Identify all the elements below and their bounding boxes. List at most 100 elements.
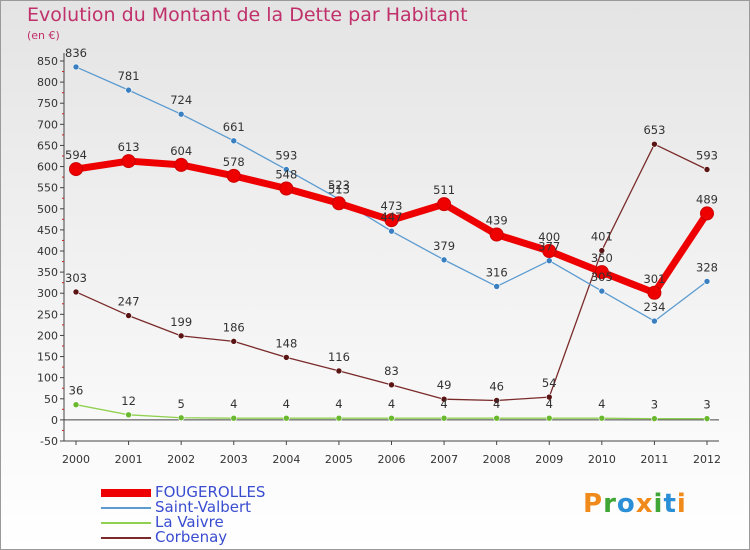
- y-tick-label: 250: [37, 308, 58, 321]
- data-point: [703, 415, 711, 422]
- data-label: 83: [384, 364, 399, 378]
- data-point: [598, 414, 606, 422]
- data-label: 234: [643, 300, 665, 314]
- data-point: [121, 154, 136, 169]
- data-point: [177, 110, 185, 118]
- data-point: [489, 227, 504, 242]
- data-label: 350: [591, 251, 613, 265]
- data-label: 604: [170, 144, 192, 158]
- x-tick-label: 2007: [430, 453, 458, 466]
- y-tick-label: 400: [37, 245, 58, 258]
- data-label: 379: [433, 239, 455, 253]
- x-tick-label: 2003: [220, 453, 248, 466]
- data-label: 781: [118, 69, 140, 83]
- data-point: [283, 166, 290, 173]
- data-point: [651, 415, 658, 422]
- y-tick-label: 50: [44, 393, 58, 406]
- data-point: [125, 312, 132, 319]
- x-tick-label: 2000: [62, 453, 90, 466]
- data-label: 593: [275, 149, 297, 163]
- y-tick-label: 200: [37, 329, 58, 342]
- data-point: [388, 227, 395, 235]
- chart-title: Evolution du Montant de la Dette par Hab…: [27, 4, 468, 26]
- data-label: 523: [328, 178, 350, 192]
- data-label: 594: [65, 148, 87, 162]
- data-label: 836: [65, 46, 87, 60]
- data-point: [542, 244, 557, 258]
- data-label: 46: [489, 379, 504, 393]
- data-label: 12: [121, 394, 136, 408]
- data-label: 4: [283, 397, 290, 411]
- data-point: [279, 181, 294, 196]
- data-point: [331, 196, 346, 211]
- data-point: [69, 162, 83, 177]
- data-point: [440, 395, 448, 403]
- data-label: 4: [440, 397, 447, 411]
- data-point: [598, 247, 606, 254]
- legend-label-saint-valbert: Saint-Valbert: [155, 498, 252, 516]
- data-label: 578: [223, 155, 245, 169]
- data-point: [437, 197, 452, 212]
- x-tick-label: 2011: [640, 453, 668, 466]
- data-point: [72, 288, 80, 296]
- data-label: 447: [381, 210, 403, 224]
- data-label: 49: [437, 378, 452, 392]
- x-tick-label: 2010: [588, 453, 616, 466]
- y-tick-label: 500: [37, 203, 58, 216]
- data-label: 4: [230, 397, 237, 411]
- data-label: 661: [223, 120, 245, 134]
- data-label: 613: [118, 140, 140, 154]
- y-tick-label: 650: [37, 139, 58, 152]
- data-point: [545, 257, 553, 265]
- data-label: 4: [546, 397, 553, 411]
- data-label: 724: [170, 93, 192, 107]
- data-point: [384, 213, 399, 228]
- data-label: 4: [335, 397, 342, 411]
- proxiti-logo: Proxiti: [583, 489, 687, 519]
- data-label: 489: [696, 192, 718, 206]
- data-point: [703, 166, 711, 173]
- y-tick-label: 550: [37, 182, 58, 195]
- y-tick-label: 600: [37, 161, 58, 174]
- data-label: 400: [538, 230, 560, 244]
- data-point: [125, 86, 132, 94]
- x-tick-label: 2009: [535, 453, 563, 466]
- x-tick-label: 2012: [693, 453, 721, 466]
- data-point: [230, 338, 238, 345]
- legend-label-fougerolles: FOUGEROLLES: [155, 483, 266, 501]
- data-label: 116: [328, 350, 350, 364]
- data-point: [230, 137, 238, 145]
- data-point: [594, 265, 609, 280]
- x-tick-label: 2006: [378, 453, 406, 466]
- data-label: 148: [275, 336, 297, 350]
- y-tick-label: 450: [37, 224, 58, 237]
- data-label: 305: [591, 270, 613, 284]
- legend-swatch-corbenay: [101, 537, 151, 539]
- data-label: 247: [118, 295, 140, 309]
- data-point: [388, 414, 395, 422]
- data-label: 513: [328, 182, 350, 196]
- data-point: [703, 278, 711, 285]
- data-label: 54: [542, 376, 557, 390]
- data-point: [125, 411, 132, 419]
- data-label: 401: [591, 230, 613, 244]
- data-label: 3: [651, 398, 658, 412]
- y-tick-label: -50: [40, 435, 58, 448]
- data-label: 328: [696, 260, 718, 274]
- x-tick-label: 2005: [325, 453, 353, 466]
- data-label: 377: [538, 240, 560, 254]
- data-label: 316: [486, 265, 508, 279]
- data-point: [651, 140, 658, 148]
- data-point: [230, 414, 238, 422]
- data-point: [647, 285, 662, 300]
- data-label: 511: [433, 183, 455, 197]
- data-point: [440, 414, 448, 422]
- y-tick-label: 100: [37, 372, 58, 385]
- data-point: [388, 381, 395, 389]
- data-point: [177, 332, 185, 340]
- y-tick-label: 700: [37, 118, 58, 131]
- data-label: 303: [65, 271, 87, 285]
- x-tick-label: 2001: [115, 453, 143, 466]
- legend-label-la-vaivre: La Vaivre: [155, 513, 224, 531]
